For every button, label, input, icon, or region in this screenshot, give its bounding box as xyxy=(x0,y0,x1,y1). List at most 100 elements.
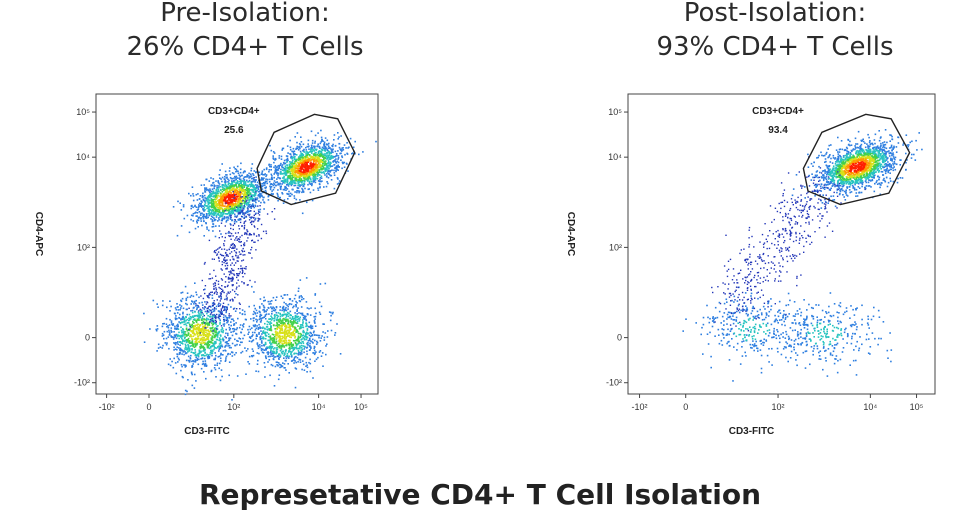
event-point xyxy=(216,192,218,194)
event-point xyxy=(215,214,218,217)
event-point xyxy=(305,174,308,177)
event-point xyxy=(213,207,216,210)
event-point xyxy=(311,183,313,185)
event-point xyxy=(279,196,281,199)
event-point xyxy=(255,212,257,215)
event-point xyxy=(196,344,198,346)
event-point xyxy=(301,314,304,316)
event-point xyxy=(178,352,181,354)
event-point xyxy=(289,165,292,167)
event-point xyxy=(248,183,251,186)
event-point xyxy=(235,352,237,354)
event-point xyxy=(308,160,310,162)
event-point xyxy=(303,183,306,186)
event-point xyxy=(207,311,210,313)
event-point xyxy=(205,200,207,202)
event-point xyxy=(312,149,315,151)
event-point xyxy=(275,324,277,327)
event-point xyxy=(253,317,255,319)
event-point xyxy=(194,318,196,320)
event-point xyxy=(228,210,231,213)
event-point xyxy=(232,191,235,194)
event-point xyxy=(185,323,187,325)
event-point xyxy=(250,181,253,184)
event-point xyxy=(155,328,157,331)
event-point xyxy=(206,332,208,335)
event-point xyxy=(296,158,298,161)
event-point xyxy=(299,335,302,337)
event-point xyxy=(228,207,230,210)
event-point xyxy=(214,322,217,324)
event-point xyxy=(330,165,332,168)
event-point xyxy=(180,307,182,309)
event-point xyxy=(261,303,263,305)
event-point xyxy=(192,214,194,217)
event-point xyxy=(284,172,287,174)
event-point xyxy=(303,179,306,181)
event-point xyxy=(344,153,346,156)
event-point xyxy=(244,205,246,208)
event-point xyxy=(181,353,183,355)
event-point xyxy=(245,202,248,205)
event-point xyxy=(204,339,207,342)
event-point xyxy=(281,309,283,312)
event-point xyxy=(210,328,212,330)
event-point xyxy=(272,354,275,357)
event-point xyxy=(299,361,302,363)
event-point xyxy=(199,338,202,340)
event-point xyxy=(289,328,291,330)
event-point xyxy=(297,337,299,340)
event-point xyxy=(282,322,284,325)
event-point xyxy=(182,351,184,353)
event-point xyxy=(207,216,209,219)
event-point xyxy=(314,307,316,310)
event-point xyxy=(248,331,250,334)
event-point xyxy=(234,328,236,331)
event-point xyxy=(326,173,328,175)
event-point xyxy=(215,194,218,196)
event-point xyxy=(320,305,323,308)
event-point xyxy=(218,225,220,227)
event-point xyxy=(259,313,262,316)
event-point xyxy=(315,159,318,161)
event-point xyxy=(215,210,217,212)
event-point xyxy=(306,172,309,175)
event-point xyxy=(190,324,193,327)
event-point xyxy=(192,315,194,317)
event-point xyxy=(221,327,223,329)
event-point xyxy=(285,303,287,305)
event-point xyxy=(201,357,204,360)
event-point xyxy=(325,147,328,149)
event-point xyxy=(260,347,263,350)
event-point xyxy=(286,353,289,355)
event-point xyxy=(206,323,209,325)
event-point xyxy=(195,293,198,296)
event-point xyxy=(244,197,246,200)
event-point xyxy=(222,199,225,202)
event-point xyxy=(290,169,292,171)
event-point xyxy=(235,220,238,223)
event-point xyxy=(285,167,287,169)
event-point xyxy=(321,146,324,149)
event-point xyxy=(314,175,317,178)
event-point xyxy=(244,201,246,204)
event-point xyxy=(185,316,187,319)
event-point xyxy=(253,185,255,187)
event-point xyxy=(207,329,210,331)
event-point xyxy=(249,189,251,191)
event-point xyxy=(212,223,214,225)
event-point xyxy=(342,147,344,149)
event-point xyxy=(326,158,328,160)
event-point xyxy=(320,164,323,167)
event-point xyxy=(304,166,306,169)
event-point xyxy=(220,330,223,333)
event-point xyxy=(201,194,204,197)
event-point xyxy=(304,167,307,170)
event-point xyxy=(293,318,295,320)
event-point xyxy=(278,157,281,159)
event-point xyxy=(232,318,234,320)
event-point xyxy=(245,318,247,321)
event-point xyxy=(314,157,316,159)
event-point xyxy=(298,158,301,160)
event-point xyxy=(287,339,290,342)
